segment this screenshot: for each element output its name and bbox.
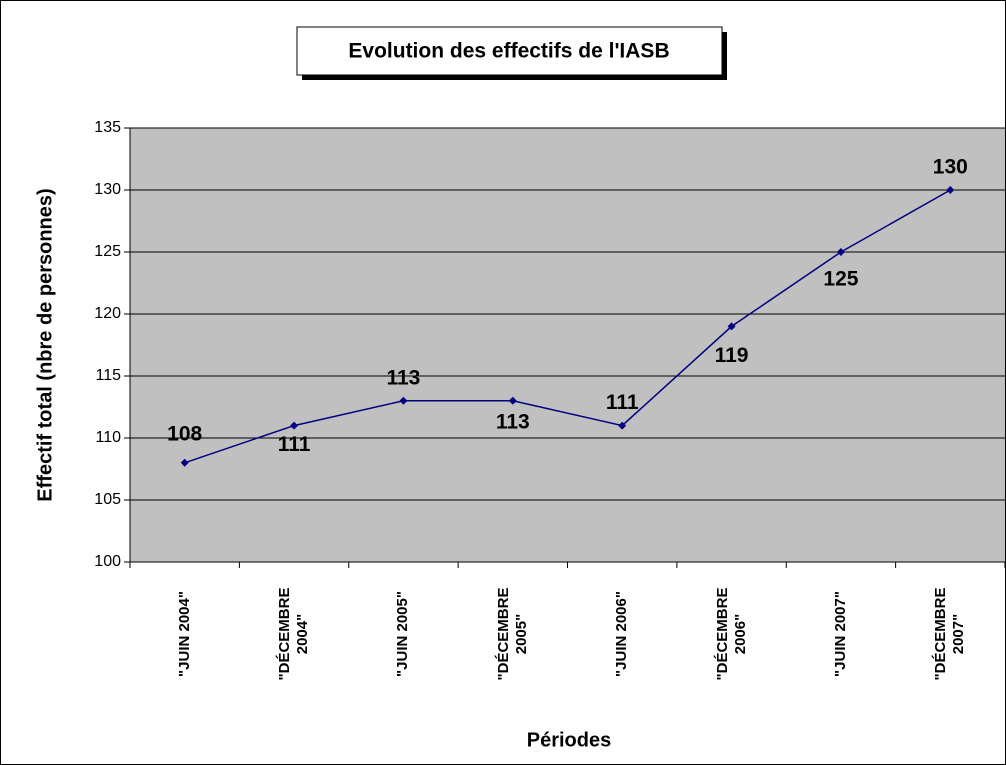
marker <box>290 421 299 430</box>
data-label: 125 <box>823 268 858 291</box>
data-label: 111 <box>606 391 639 414</box>
data-label: 119 <box>715 344 749 367</box>
y-tick-label: 105 <box>94 491 121 508</box>
plot-area <box>130 128 1005 562</box>
y-tick-label: 120 <box>94 305 121 322</box>
chart-title: Evolution des effectifs de l'IASB <box>348 40 669 63</box>
data-label: 130 <box>933 156 968 179</box>
x-tick-label: "JUIN 2005" <box>394 591 412 677</box>
data-label: 113 <box>386 366 420 389</box>
y-tick-label: 125 <box>94 243 121 260</box>
marker <box>946 186 955 194</box>
marker <box>399 396 408 405</box>
x-tick-label: "DÉCEMBRE 2007" <box>932 587 968 681</box>
marker <box>836 248 845 256</box>
x-tick-label: "JUIN 2006" <box>613 591 631 677</box>
x-tick-label: "DÉCEMBRE 2006" <box>713 587 749 681</box>
data-label: 108 <box>167 422 202 445</box>
title-box <box>296 26 723 76</box>
x-tick-label: "DÉCEMBRE 2004" <box>276 587 312 681</box>
line <box>184 189 951 464</box>
y-tick-label: 130 <box>94 181 121 198</box>
y-tick-label: 115 <box>95 367 121 384</box>
marker <box>508 396 517 405</box>
x-tick-label: "JUIN 2007" <box>831 591 849 677</box>
data-label: 113 <box>496 410 530 433</box>
marker <box>727 322 736 331</box>
marker <box>180 458 189 467</box>
marker <box>618 421 627 430</box>
data-label: 111 <box>278 433 311 456</box>
y-tick-label: 110 <box>95 429 121 446</box>
x-tick-label: "DÉCEMBRE 2005" <box>494 587 530 681</box>
x-axis-label: Périodes <box>527 729 611 751</box>
x-tick-label: "JUIN 2004" <box>175 591 193 677</box>
y-axis-label: Effectif total (nbre de personnes) <box>34 188 56 501</box>
y-tick-label: 135 <box>94 119 121 136</box>
y-tick-label: 100 <box>94 553 121 570</box>
